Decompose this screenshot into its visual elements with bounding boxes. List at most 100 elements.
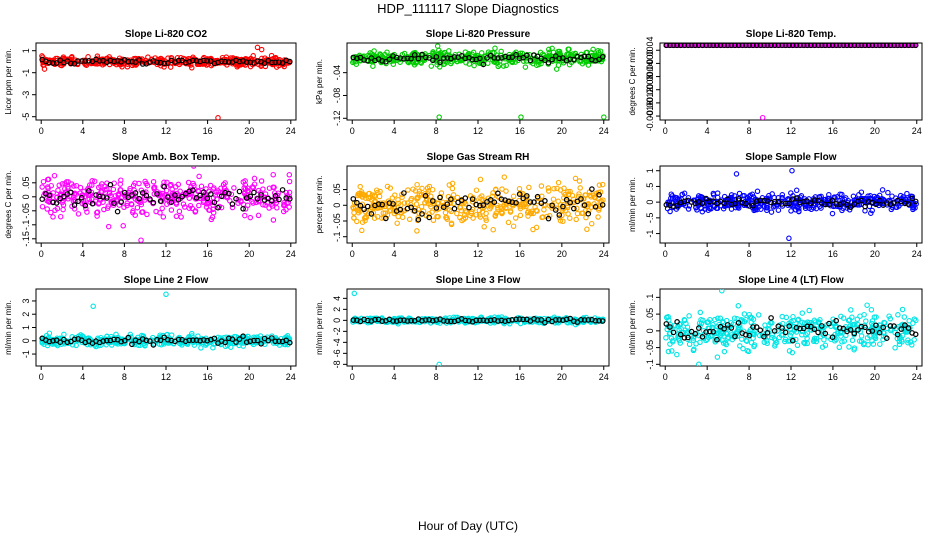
data-point (740, 345, 746, 352)
data-point (793, 336, 799, 343)
x-tick-label: 20 (557, 126, 567, 136)
y-tick-label: 3 (21, 298, 31, 303)
mean-point (800, 43, 807, 49)
mean-point (150, 342, 157, 348)
data-point (428, 63, 435, 69)
mean-point (670, 43, 677, 49)
mean-point (175, 57, 182, 64)
data-point (565, 211, 571, 217)
data-point (203, 194, 209, 200)
mean-point (111, 200, 117, 207)
data-point (667, 330, 673, 336)
data-point (750, 316, 757, 322)
data-point (838, 313, 844, 320)
x-tick-label: 4 (80, 126, 85, 136)
mean-point (833, 317, 840, 324)
data-point (546, 52, 553, 59)
mean-point (677, 43, 684, 49)
mean-point (560, 55, 566, 61)
mean-point (390, 318, 396, 324)
data-point (557, 187, 564, 193)
mean-point (862, 324, 868, 331)
mean-point (847, 43, 854, 49)
data-point (804, 340, 810, 347)
data-point (425, 200, 431, 207)
mean-point (789, 196, 796, 202)
data-point (595, 49, 602, 56)
mean-point (361, 57, 367, 63)
x-tick-label: 12 (473, 126, 483, 136)
data-point (48, 182, 54, 189)
mean-point (873, 201, 879, 208)
data-point (567, 215, 573, 221)
mean-point (480, 61, 487, 68)
data-point (101, 206, 107, 213)
mean-point (527, 57, 534, 64)
data-point (560, 218, 566, 225)
mean-point (581, 53, 588, 60)
x-tick-label: 16 (828, 372, 838, 382)
data-point (788, 208, 794, 214)
mean-point (735, 319, 742, 326)
data-point (773, 339, 780, 346)
data-point (573, 216, 579, 223)
data-point (592, 195, 598, 201)
mean-point (204, 195, 211, 202)
data-point (418, 203, 425, 210)
mean-point (78, 194, 85, 201)
data-point (545, 185, 552, 191)
plot-frame (35, 42, 297, 121)
mean-point (150, 199, 157, 206)
data-point (557, 50, 563, 57)
mean-point (429, 317, 436, 324)
mean-point (437, 194, 443, 201)
mean-point (771, 328, 778, 334)
points-layer (663, 289, 919, 366)
x-tick-label: 24 (286, 249, 296, 259)
mean-point (822, 330, 829, 337)
data-point (670, 337, 676, 343)
data-point (405, 59, 411, 65)
data-point (189, 330, 195, 337)
y-axis-label: percent per min. (315, 176, 324, 234)
data-point (743, 337, 749, 344)
data-point (219, 190, 226, 196)
mean-point (898, 43, 905, 49)
points-layer (663, 43, 919, 120)
y-tick-label: 0 (332, 203, 342, 208)
data-point (151, 191, 158, 197)
mean-point (222, 58, 229, 65)
mean-point (154, 191, 160, 197)
y-tick-label: 0 (332, 318, 342, 323)
data-point (273, 64, 280, 70)
data-point (120, 223, 126, 229)
data-point (679, 191, 686, 198)
data-point (821, 336, 827, 343)
data-point (141, 197, 148, 203)
mean-point (513, 200, 519, 206)
mean-point (82, 202, 89, 209)
mean-point (147, 196, 153, 202)
mean-point (570, 56, 577, 63)
mean-point (855, 43, 861, 49)
mean-point (350, 317, 357, 323)
data-point (577, 185, 583, 191)
data-point (169, 196, 175, 203)
mean-point (107, 181, 114, 188)
data-point (153, 208, 159, 215)
mean-point (104, 337, 110, 344)
mean-point (397, 206, 404, 213)
data-point (907, 339, 914, 345)
data-point (817, 333, 824, 340)
data-point (897, 192, 904, 199)
data-point (517, 212, 524, 219)
mean-point (75, 58, 81, 64)
data-point (192, 209, 198, 215)
mean-point (542, 319, 548, 326)
data-point (715, 315, 721, 322)
mean-point (78, 58, 85, 64)
x-tick-label: 24 (599, 249, 609, 259)
mean-point (891, 43, 897, 49)
data-point (270, 217, 277, 223)
data-point (695, 193, 702, 199)
